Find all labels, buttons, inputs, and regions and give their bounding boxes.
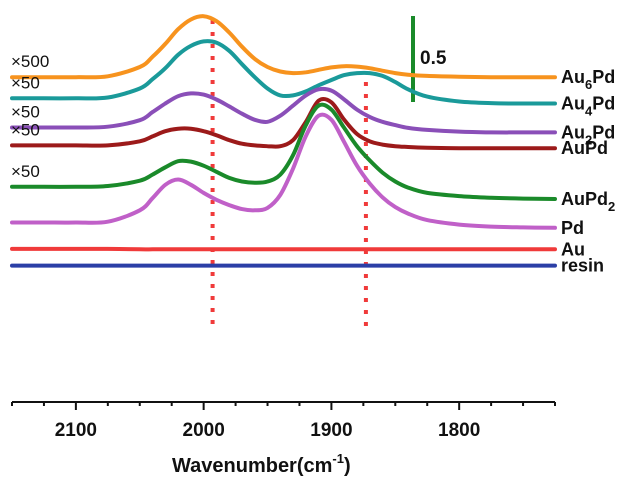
x-axis-title-text: Wavenumber(cm bbox=[172, 455, 332, 477]
tick-label-2100: 2100 bbox=[55, 420, 97, 441]
scale-bar-label: 0.5 bbox=[420, 48, 447, 69]
series-label-AuPd: AuPd bbox=[561, 138, 608, 158]
x-axis-title-superscript: -1 bbox=[332, 451, 344, 466]
series-label-Au4Pd: Au4Pd bbox=[561, 94, 615, 119]
series-label-resin: resin bbox=[561, 256, 604, 276]
series-label-Au2Pd: Au2Pd bbox=[561, 122, 615, 147]
series-line-Au2Pd bbox=[10, 86, 557, 135]
series-line-Pd bbox=[10, 112, 557, 230]
series-line-AuPd bbox=[10, 96, 557, 151]
multiplier-label-AuPd2: ×50 bbox=[11, 162, 40, 181]
series-line-AuPd2 bbox=[10, 102, 557, 201]
x-axis-title: Wavenumber(cm-1) bbox=[172, 451, 351, 477]
series-labels: Au6Pd ×500 Au4Pd ×50 Au2Pd ×50 AuPd ×50 AuPd2 ×50… bbox=[11, 52, 615, 275]
series-label-Pd: Pd bbox=[561, 218, 584, 238]
multiplier-label-AuPd: ×50 bbox=[11, 120, 40, 139]
x-axis: 2100 2000 1900 1800 bbox=[11, 401, 556, 441]
multiplier-label-Au6Pd: ×500 bbox=[11, 52, 49, 71]
series-line-Au6Pd bbox=[10, 14, 557, 80]
series-line-Au4Pd bbox=[10, 39, 557, 106]
series-label-AuPd2: AuPd2 bbox=[561, 189, 615, 214]
series-label-Au: Au bbox=[561, 239, 585, 259]
series-label-Au6Pd: Au6Pd bbox=[561, 67, 615, 92]
series-lines bbox=[10, 14, 557, 268]
multiplier-label-Au2Pd: ×50 bbox=[11, 103, 40, 122]
x-axis-title-close: ) bbox=[344, 455, 351, 477]
reference-lines bbox=[210, 20, 368, 330]
tick-label-1900: 1900 bbox=[310, 420, 352, 441]
tick-label-1800: 1800 bbox=[438, 420, 480, 441]
x-axis-ticks: 2100 2000 1900 1800 bbox=[11, 402, 556, 441]
multiplier-label-Au4Pd: ×50 bbox=[11, 73, 40, 92]
scale-bar: 0.5 bbox=[411, 16, 447, 102]
tick-label-2000: 2000 bbox=[183, 420, 225, 441]
